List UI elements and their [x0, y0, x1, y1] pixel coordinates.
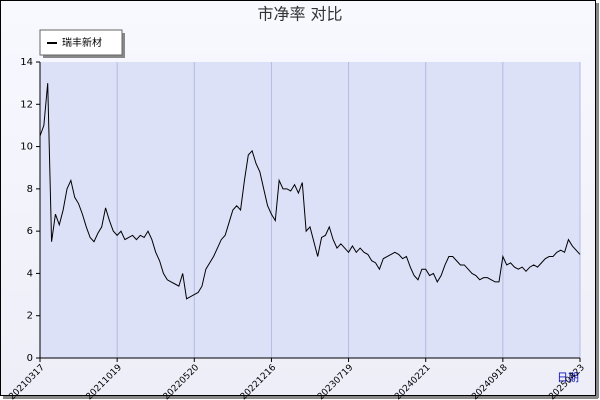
plot-area [40, 62, 580, 358]
chart-title: 市净率 对比 [257, 5, 342, 24]
y-tick-label: 14 [20, 57, 33, 68]
line-series [39, 83, 581, 300]
legend: 瑞丰新材 [39, 29, 125, 58]
y-tick-label: 2 [27, 311, 33, 322]
shadow [3, 396, 598, 399]
x-axis-label: 日期 [557, 371, 579, 384]
shadow [596, 3, 599, 398]
y-tick-label: 8 [27, 184, 33, 195]
legend-label: 瑞丰新材 [62, 36, 102, 49]
y-tick-label: 4 [27, 268, 33, 279]
y-tick-label: 6 [27, 226, 33, 237]
y-tick-label: 0 [27, 353, 33, 364]
y-tick-label: 10 [20, 142, 33, 153]
y-tick-label: 12 [20, 99, 33, 110]
